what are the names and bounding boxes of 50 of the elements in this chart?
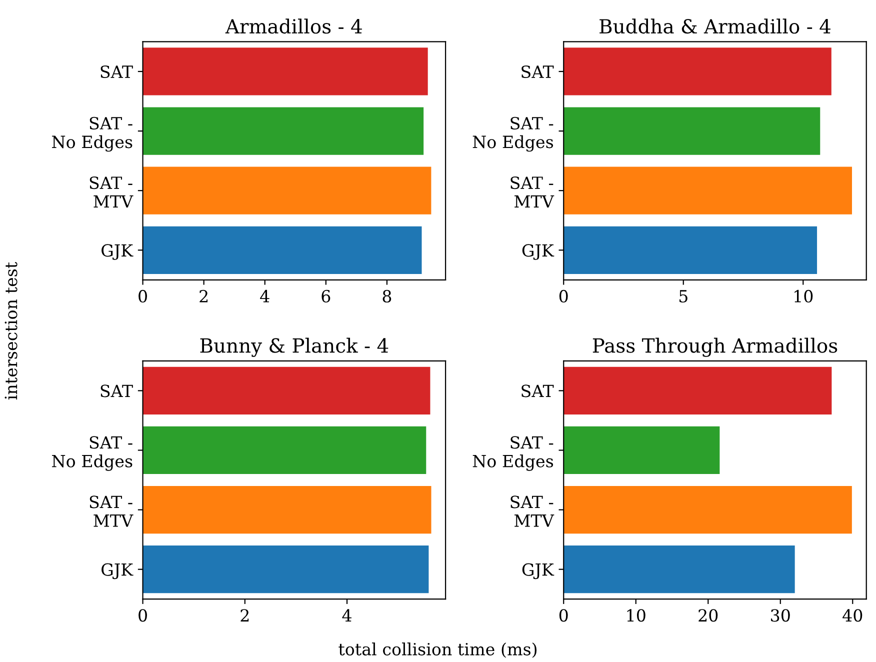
- x-tick-label: 10: [627, 609, 646, 622]
- bar: [142, 107, 424, 155]
- y-tick-label: SAT - No Edges: [472, 116, 554, 152]
- y-tick-label: SAT: [100, 65, 133, 78]
- y-tick-label: GJK: [102, 244, 134, 260]
- bar: [142, 48, 428, 96]
- y-tick-label: SAT - No Edges: [52, 116, 132, 152]
- y-tick-label: SAT: [100, 384, 133, 398]
- x-tick-label: 30: [771, 609, 790, 622]
- bar: [564, 486, 852, 534]
- chart-title: Pass Through Armadillos: [592, 338, 838, 357]
- y-tick-label: SAT - MTV: [90, 176, 134, 208]
- y-tick-label: SAT - MTV: [510, 496, 554, 527]
- chart-title: Armadillos - 4: [225, 18, 362, 34]
- x-tick-label: 40: [842, 609, 862, 622]
- y-tick-label: GJK: [522, 563, 554, 580]
- bar: [564, 426, 720, 474]
- x-tick-label: 0: [559, 609, 568, 622]
- bar: [564, 48, 832, 96]
- y-tick-label: SAT: [522, 384, 554, 398]
- x-tick-label: 2: [200, 290, 208, 302]
- x-tick-label: 0: [138, 609, 147, 622]
- y-tick-label: SAT: [522, 65, 554, 78]
- x-tick-label: 0: [559, 290, 568, 303]
- y-tick-label: SAT - MTV: [90, 496, 134, 527]
- chart-title: Buddha & Armadillo - 4: [600, 18, 830, 34]
- y-tick-label: GJK: [522, 244, 554, 260]
- x-tick-label: 5: [679, 290, 688, 303]
- x-tick-label: 0: [138, 290, 147, 303]
- bar: [142, 226, 422, 274]
- y-tick-label: SAT - MTV: [510, 176, 554, 208]
- bar: [564, 226, 818, 274]
- bar: [564, 546, 795, 594]
- x-tick-label: 2: [240, 609, 249, 622]
- y-axis-title: intersection test: [4, 262, 18, 400]
- x-tick-label: 6: [322, 290, 330, 303]
- bar: [564, 107, 820, 155]
- chart-title: Bunny & Planck - 4: [200, 338, 388, 357]
- y-tick-label: GJK: [102, 563, 134, 580]
- x-tick-label: 10: [794, 290, 813, 303]
- bar: [564, 166, 852, 214]
- y-tick-label: SAT - No Edges: [52, 436, 132, 471]
- bar: [564, 366, 832, 414]
- x-tick-label: 20: [698, 609, 718, 622]
- x-tick-label: 8: [382, 290, 392, 303]
- y-tick-label: SAT - No Edges: [472, 436, 554, 471]
- x-tick-label: 4: [260, 290, 270, 302]
- x-axis-title: total collision time (ms): [338, 642, 537, 658]
- x-tick-label: 4: [342, 609, 352, 622]
- bar: [142, 166, 432, 214]
